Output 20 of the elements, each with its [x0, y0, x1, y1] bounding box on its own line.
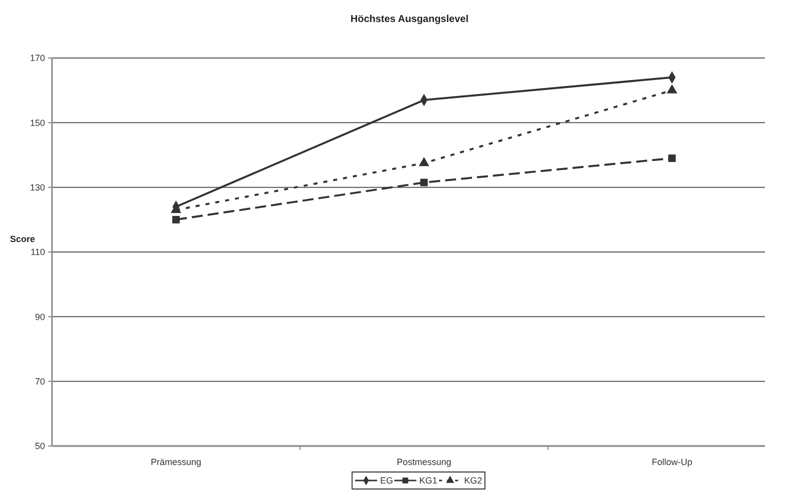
- chart-title: Höchstes Ausgangslevel: [350, 14, 469, 25]
- point: [420, 178, 428, 186]
- legend-label: KG1: [419, 476, 438, 486]
- point: [172, 216, 180, 224]
- y-tick-label: 90: [34, 312, 45, 322]
- y-tick-label: 50: [34, 441, 45, 452]
- y-tick-label: 170: [30, 53, 45, 64]
- y-axis-title: Score: [10, 234, 36, 244]
- legend-label: EG: [380, 476, 394, 486]
- y-tick-label: 110: [30, 247, 45, 258]
- x-tick-label: Postmessung: [396, 457, 452, 467]
- x-tick-label: Follow-Up: [652, 457, 692, 467]
- legend-label: KG2: [464, 476, 482, 486]
- y-tick-label: 150: [30, 118, 45, 128]
- y-tick-label: 130: [30, 182, 45, 192]
- point: [666, 84, 678, 94]
- y-tick-label: 70: [34, 376, 45, 386]
- point: [418, 157, 430, 166]
- point: [668, 154, 676, 162]
- x-tick-label: Prämessung: [150, 457, 202, 467]
